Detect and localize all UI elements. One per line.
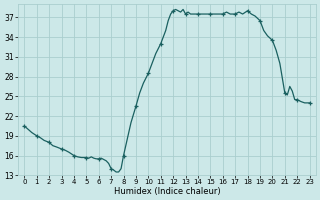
X-axis label: Humidex (Indice chaleur): Humidex (Indice chaleur) <box>114 187 220 196</box>
